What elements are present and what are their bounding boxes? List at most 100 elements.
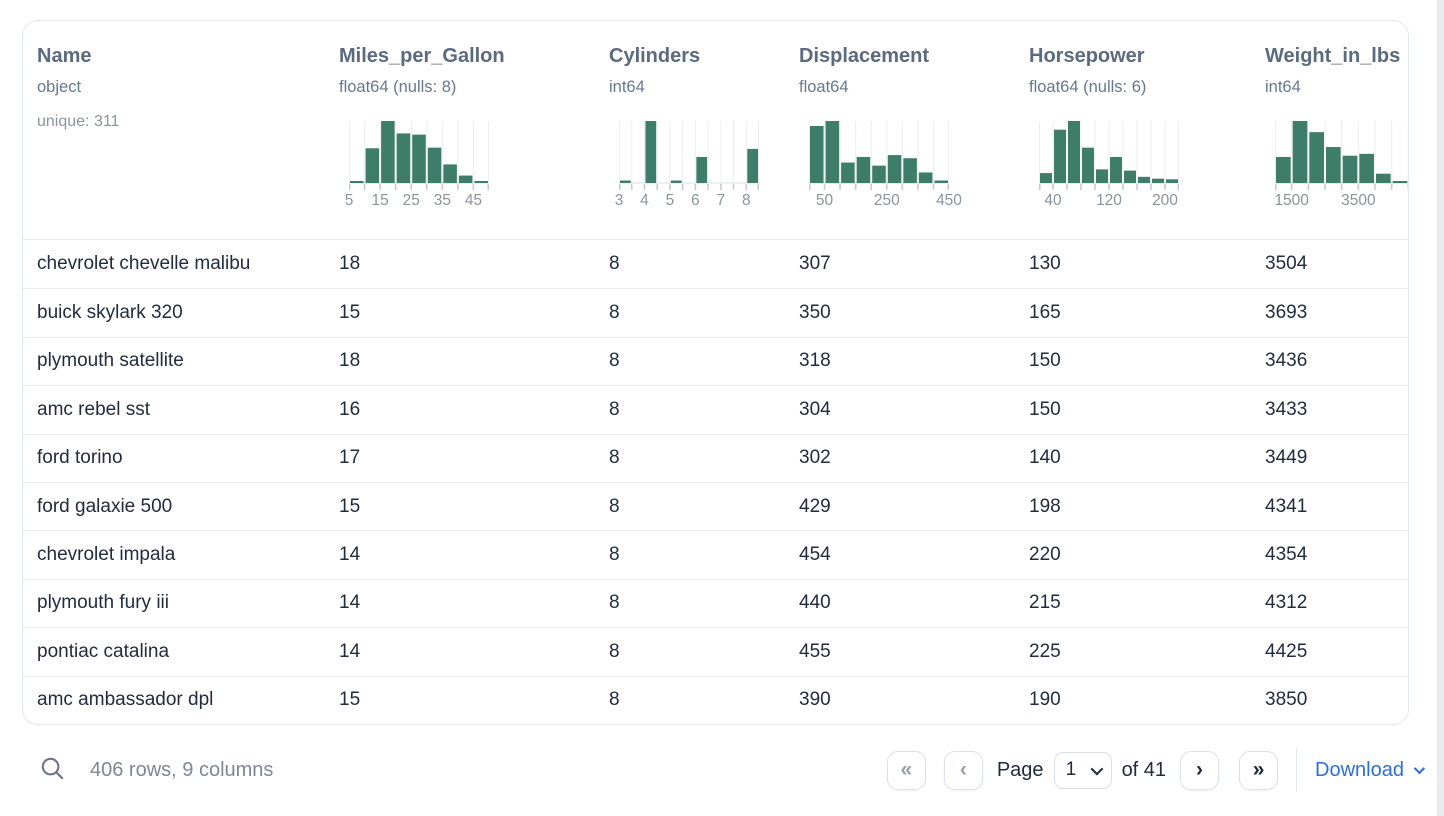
cell: 16	[339, 398, 361, 420]
table-row[interactable]: amc rebel sst 16 8 304 150 3433	[23, 385, 1408, 433]
svg-text:8: 8	[742, 192, 751, 209]
cell: 4341	[1265, 495, 1308, 517]
cell: 8	[609, 447, 620, 469]
column-title: Cylinders	[609, 45, 701, 67]
cell: 220	[1029, 544, 1061, 566]
histogram-weight_in_lbs[interactable]: 1500 3500 5500	[1274, 121, 1409, 209]
cell: 225	[1029, 640, 1061, 662]
cell: 140	[1029, 447, 1061, 469]
search-button[interactable]	[38, 756, 66, 784]
histogram-horsepower[interactable]: 40 120 200	[1039, 121, 1265, 209]
svg-text:1500: 1500	[1274, 192, 1309, 209]
cell: 4354	[1265, 544, 1308, 566]
table-row[interactable]: ford galaxie 500 15 8 429 198 4341	[23, 481, 1408, 530]
cell: plymouth satellite	[37, 350, 184, 372]
right-edge-scrollbar-track[interactable]	[1437, 0, 1444, 816]
cell: 3449	[1265, 447, 1308, 469]
cell: 8	[609, 495, 620, 517]
svg-text:7: 7	[717, 192, 726, 209]
table-footer: 406 rows, 9 columns « ‹ Page 1 of 41 › »…	[22, 740, 1426, 800]
column-title: Horsepower	[1029, 45, 1145, 67]
cell: chevrolet chevelle malibu	[37, 253, 251, 275]
cell: 302	[799, 447, 831, 469]
cell: 3436	[1265, 350, 1308, 372]
cell: 15	[339, 495, 361, 517]
column-header-miles_per_gallon[interactable]: Miles_per_Gallon float64 (nulls: 8) 5 15 25 3…	[339, 43, 609, 239]
cell: 8	[609, 640, 620, 662]
column-type: int64	[1265, 78, 1301, 96]
cell: 318	[799, 350, 831, 372]
svg-text:25: 25	[403, 192, 420, 209]
cell: 8	[609, 544, 620, 566]
cell: 8	[609, 592, 620, 614]
column-header-displacement[interactable]: Displacement float64 50 250 450	[799, 43, 1029, 239]
cell: 3693	[1265, 302, 1308, 324]
svg-text:50: 50	[816, 192, 834, 209]
svg-text:6: 6	[691, 192, 700, 209]
last-page-button[interactable]: »	[1239, 750, 1279, 790]
histogram-displacement[interactable]: 50 250 450	[809, 121, 1029, 209]
column-type: float64 (nulls: 8)	[339, 78, 457, 96]
table-row[interactable]: ford torino 17 8 302 140 3449	[23, 433, 1408, 482]
svg-text:15: 15	[371, 192, 388, 209]
table-row[interactable]: chevrolet chevelle malibu 18 8 307 130 3504	[23, 240, 1408, 288]
column-unique-count: unique: 311	[37, 113, 120, 130]
table-row[interactable]: chevrolet impala 14 8 454 220 4354	[23, 530, 1408, 578]
cell: 18	[339, 350, 361, 372]
cell: 304	[799, 398, 831, 420]
histogram-miles_per_gallon[interactable]: 5 15 25 35 45	[345, 121, 609, 209]
table-row[interactable]: pontiac catalina 14 8 455 225 4425	[23, 627, 1408, 675]
column-title: Displacement	[799, 45, 930, 67]
svg-text:450: 450	[936, 192, 962, 209]
svg-text:250: 250	[874, 192, 900, 209]
cell: 150	[1029, 350, 1061, 372]
table-header-row: Name object unique: 311 Miles_per_Gallon flo…	[23, 21, 1408, 240]
svg-text:35: 35	[434, 192, 451, 209]
previous-page-button[interactable]: ‹	[943, 750, 983, 790]
cell: 307	[799, 253, 831, 275]
svg-text:200: 200	[1152, 192, 1178, 209]
column-header-name[interactable]: Name object unique: 311	[37, 43, 339, 239]
cell: 3504	[1265, 253, 1308, 275]
first-page-button[interactable]: «	[886, 750, 926, 790]
cell: 8	[609, 350, 620, 372]
next-page-button[interactable]: ›	[1180, 750, 1220, 790]
double-chevron-right-icon: »	[1252, 758, 1265, 781]
table-row[interactable]: plymouth satellite 18 8 318 150 3436	[23, 336, 1408, 385]
cell: 215	[1029, 592, 1061, 614]
svg-text:5: 5	[666, 192, 675, 209]
cell: pontiac catalina	[37, 640, 170, 662]
cell: ford galaxie 500	[37, 495, 173, 517]
column-header-cylinders[interactable]: Cylinders int64 3 4 5 6 7 8	[609, 43, 799, 239]
svg-text:5500: 5500	[1408, 192, 1409, 209]
page-select-value: 1	[1065, 759, 1077, 780]
double-chevron-left-icon: «	[900, 758, 913, 781]
cell: 390	[799, 689, 831, 711]
cell: 3850	[1265, 689, 1308, 711]
table-row[interactable]: plymouth fury iii 14 8 440 215 4312	[23, 578, 1408, 627]
svg-text:4: 4	[640, 192, 649, 209]
cell: chevrolet impala	[37, 544, 176, 566]
column-type: float64 (nulls: 6)	[1029, 78, 1147, 96]
page-label: Page	[996, 758, 1044, 781]
table-row[interactable]: amc ambassador dpl 15 8 390 190 3850	[23, 675, 1408, 724]
cell: 429	[799, 495, 831, 517]
cell: 8	[609, 398, 620, 420]
svg-text:3500: 3500	[1341, 192, 1376, 209]
column-header-horsepower[interactable]: Horsepower float64 (nulls: 6) 40 120 200	[1029, 43, 1265, 239]
column-title: Weight_in_lbs	[1265, 45, 1401, 67]
cell: buick skylark 320	[37, 302, 183, 324]
cell: 3433	[1265, 398, 1308, 420]
cell: 454	[799, 544, 831, 566]
cell: ford torino	[37, 447, 123, 469]
download-button[interactable]: Download	[1315, 759, 1426, 782]
cell: 350	[799, 302, 831, 324]
column-title: Name	[37, 45, 92, 67]
page-select[interactable]: 1	[1053, 751, 1112, 789]
column-header-weight_in_lbs[interactable]: Weight_in_lbs int64 1500 3500 5500	[1265, 43, 1409, 239]
chevron-down-icon	[1413, 762, 1426, 775]
table-body: chevrolet chevelle malibu 18 8 307 130 3504 bu…	[23, 240, 1408, 724]
cell: 8	[609, 302, 620, 324]
table-row[interactable]: buick skylark 320 15 8 350 165 3693	[23, 288, 1408, 336]
